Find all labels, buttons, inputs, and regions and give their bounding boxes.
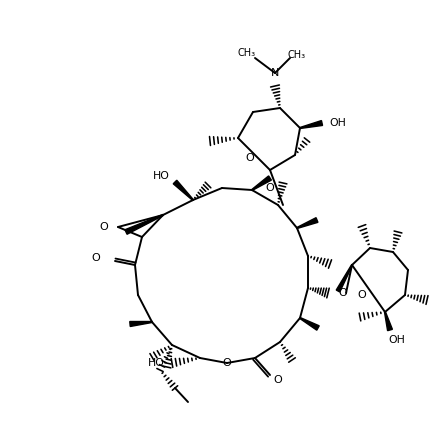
Text: CH₃: CH₃ [288,50,306,60]
Text: N: N [271,68,279,78]
Text: O: O [273,375,283,385]
Text: OH: OH [329,118,347,128]
Text: O: O [266,183,274,193]
Polygon shape [297,218,318,229]
Text: O: O [358,290,366,300]
Polygon shape [173,180,194,200]
Polygon shape [125,215,163,234]
Text: CH₃: CH₃ [238,48,256,58]
Text: HO: HO [147,358,164,368]
Text: O: O [223,358,231,368]
Text: O: O [91,253,100,263]
Text: O: O [338,288,347,298]
Text: OH: OH [389,335,405,345]
Polygon shape [300,120,322,128]
Text: O: O [99,222,108,232]
Polygon shape [384,312,393,331]
Polygon shape [252,176,271,191]
Polygon shape [130,321,152,326]
Text: O: O [246,153,255,163]
Text: HO: HO [153,171,169,181]
Polygon shape [300,318,319,330]
Polygon shape [336,265,353,292]
